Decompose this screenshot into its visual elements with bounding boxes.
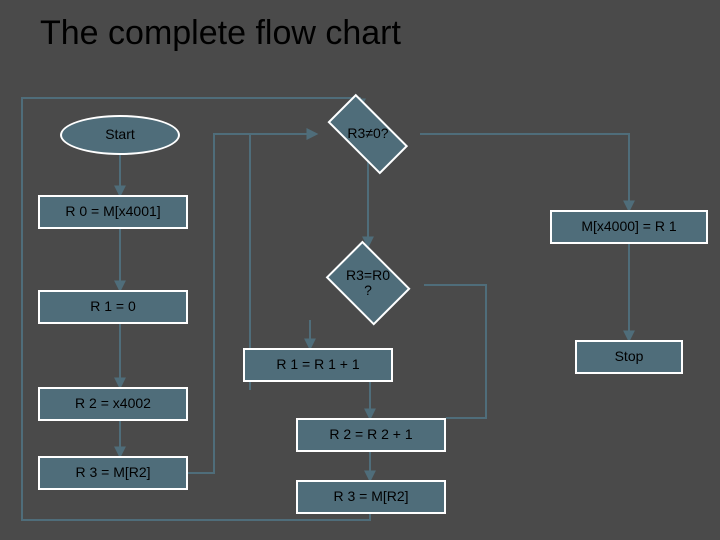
- node-stop: Stop: [575, 340, 683, 374]
- slide: The complete flow chart Start R 0 = M[x40…: [0, 0, 720, 540]
- node-r0: R 0 = M[x4001]: [38, 195, 188, 229]
- node-d1: R3≠0?: [316, 106, 420, 162]
- node-r3b: R 3 = M[R2]: [296, 480, 446, 514]
- node-d2-label: R3=R0 ?: [346, 268, 390, 299]
- node-r1: R 1 = 0: [38, 290, 188, 324]
- node-store: M[x4000] = R 1: [550, 210, 708, 244]
- node-d1-label: R3≠0?: [347, 126, 388, 141]
- page-title: The complete flow chart: [40, 14, 401, 53]
- edge: [424, 285, 486, 418]
- edge: [420, 134, 629, 210]
- node-inc_r1: R 1 = R 1 + 1: [243, 348, 393, 382]
- node-start: Start: [60, 115, 180, 155]
- node-r2: R 2 = x4002: [38, 387, 188, 421]
- node-inc_r2: R 2 = R 2 + 1: [296, 418, 446, 452]
- node-r3: R 3 = M[R2]: [38, 456, 188, 490]
- node-d2: R3=R0 ?: [320, 246, 416, 320]
